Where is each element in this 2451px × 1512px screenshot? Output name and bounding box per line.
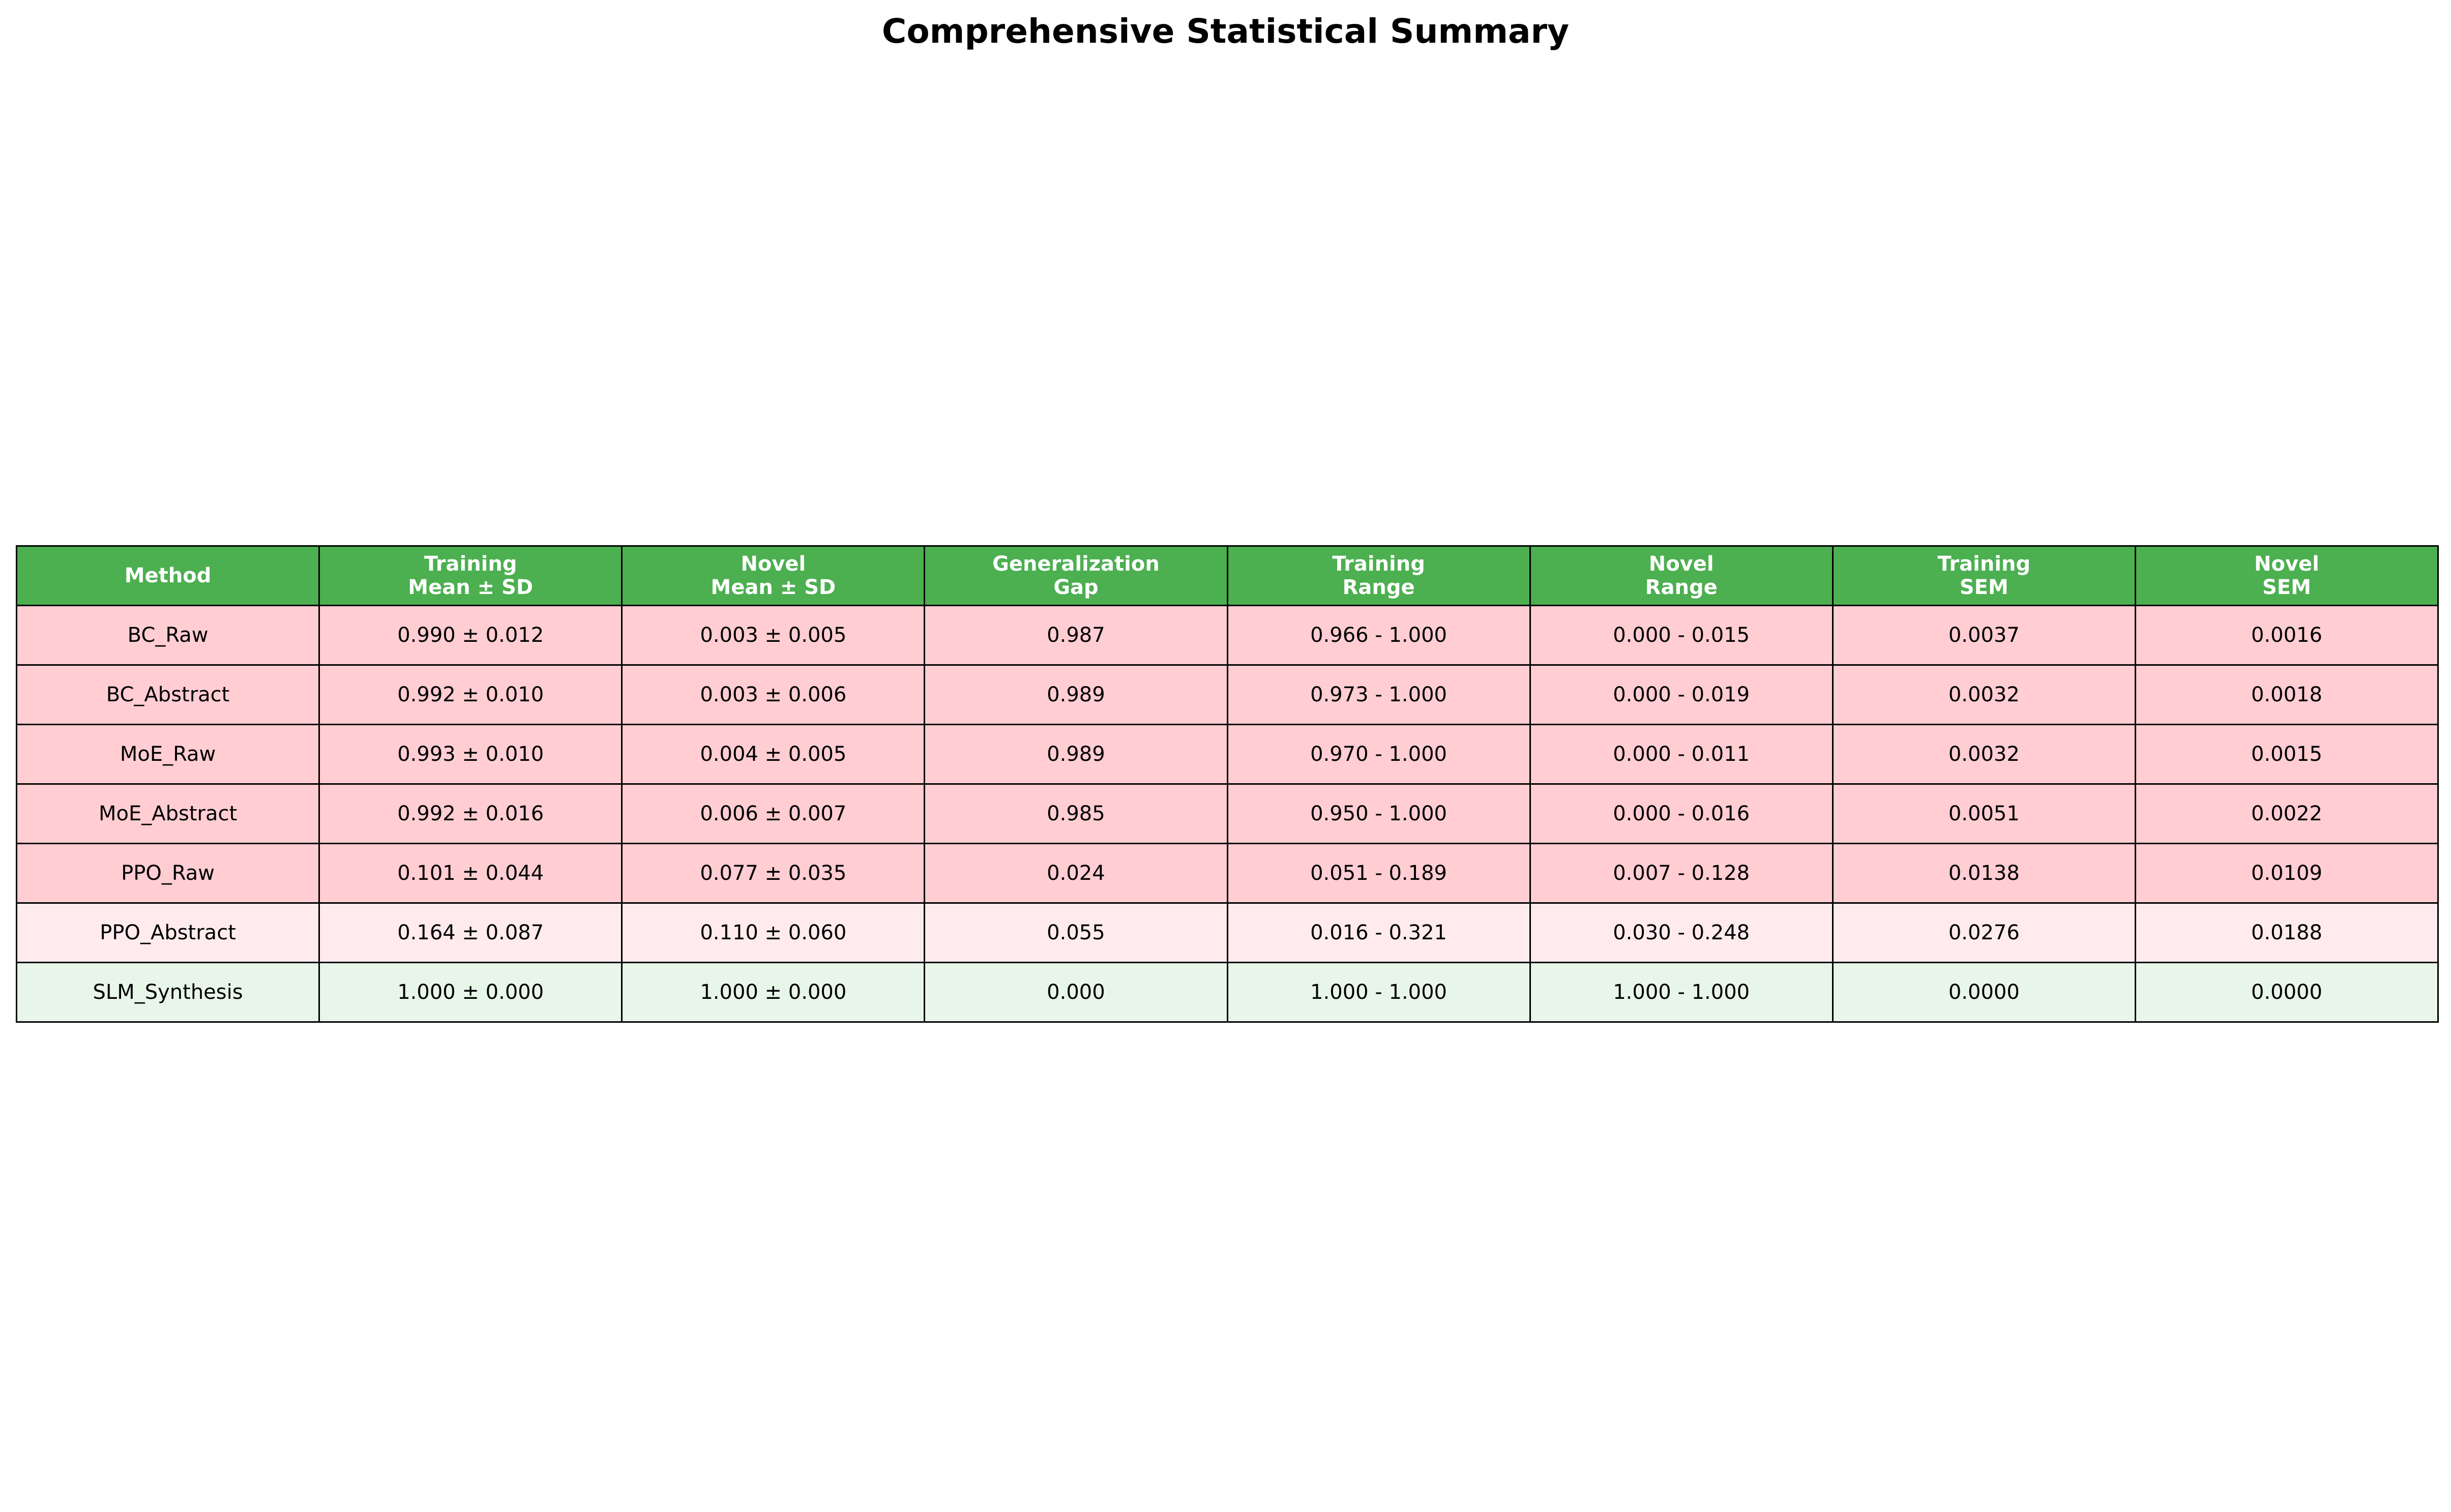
column-header-3: Generalization Gap: [924, 545, 1228, 606]
table-cell: 1.000 ± 0.000: [621, 962, 926, 1023]
method-cell: MoE_Abstract: [15, 783, 320, 844]
table-cell: 0.007 - 0.128: [1529, 843, 1834, 904]
table-cell: 0.030 - 0.248: [1529, 902, 1834, 963]
method-cell: BC_Abstract: [15, 664, 320, 725]
column-header-line: Novel: [741, 552, 806, 576]
table-cell: 0.0016: [2134, 605, 2439, 666]
method-cell: PPO_Raw: [15, 843, 320, 904]
table-cell: 0.987: [924, 605, 1228, 666]
table-cell: 0.992 ± 0.010: [318, 664, 623, 725]
table-cell: 0.000 - 0.015: [1529, 605, 1834, 666]
column-header-line: Gap: [1053, 576, 1099, 599]
table-cell: 0.003 ± 0.006: [621, 664, 926, 725]
table-body: BC_Raw 0.990 ± 0.012 0.003 ± 0.005 0.987 0.9…: [15, 605, 2439, 1023]
table-row: PPO_Raw 0.101 ± 0.044 0.077 ± 0.035 0.024 0.…: [15, 843, 2439, 904]
column-header-line: Mean ± SD: [711, 576, 836, 599]
table-cell: 0.0015: [2134, 724, 2439, 785]
table-cell: 0.024: [924, 843, 1228, 904]
column-header-line: Mean ± SD: [408, 576, 534, 599]
table-cell: 0.970 - 1.000: [1226, 724, 1531, 785]
table-cell: 0.990 ± 0.012: [318, 605, 623, 666]
column-header-7: Novel SEM: [2134, 545, 2439, 606]
column-header-line: Training: [1332, 552, 1425, 576]
column-header-line: SEM: [2262, 576, 2311, 599]
column-header-line: Novel: [2254, 552, 2319, 576]
table-cell: 0.016 - 0.321: [1226, 902, 1531, 963]
table-cell: 0.0000: [1832, 962, 2136, 1023]
column-header-line: Novel: [1648, 552, 1714, 576]
column-header-1: Training Mean ± SD: [318, 545, 623, 606]
statistical-summary-table: Method Training Mean ± SD Novel Mean ± SD Gen…: [15, 545, 2439, 1023]
column-header-5: Novel Range: [1529, 545, 1834, 606]
table-cell: 1.000 - 1.000: [1226, 962, 1531, 1023]
table-row: MoE_Abstract 0.992 ± 0.016 0.006 ± 0.007 0.…: [15, 783, 2439, 844]
column-header-6: Training SEM: [1832, 545, 2136, 606]
column-header-2: Novel Mean ± SD: [621, 545, 926, 606]
method-cell: BC_Raw: [15, 605, 320, 666]
table-cell: 0.992 ± 0.016: [318, 783, 623, 844]
table-header-row: Method Training Mean ± SD Novel Mean ± SD Gen…: [15, 545, 2439, 606]
method-cell: MoE_Raw: [15, 724, 320, 785]
table-cell: 0.000 - 0.011: [1529, 724, 1834, 785]
table-cell: 0.0032: [1832, 664, 2136, 725]
table-cell: 0.000 - 0.019: [1529, 664, 1834, 725]
table-cell: 0.006 ± 0.007: [621, 783, 926, 844]
column-header-line: Method: [124, 564, 212, 587]
table-row: BC_Raw 0.990 ± 0.012 0.003 ± 0.005 0.987 0.9…: [15, 605, 2439, 666]
table-cell: 0.110 ± 0.060: [621, 902, 926, 963]
column-header-0: Method: [15, 545, 320, 606]
table-cell: 0.0000: [2134, 962, 2439, 1023]
table-cell: 0.973 - 1.000: [1226, 664, 1531, 725]
table-cell: 0.004 ± 0.005: [621, 724, 926, 785]
column-header-line: Training: [1937, 552, 2031, 576]
method-cell: PPO_Abstract: [15, 902, 320, 963]
table-cell: 0.0138: [1832, 843, 2136, 904]
column-header-line: Range: [1342, 576, 1415, 599]
table-cell: 0.966 - 1.000: [1226, 605, 1531, 666]
table-row: MoE_Raw 0.993 ± 0.010 0.004 ± 0.005 0.989 0.…: [15, 724, 2439, 785]
table-cell: 0.0032: [1832, 724, 2136, 785]
table-cell: 0.055: [924, 902, 1228, 963]
table-cell: 0.950 - 1.000: [1226, 783, 1531, 844]
table-cell: 0.101 ± 0.044: [318, 843, 623, 904]
table-cell: 0.0037: [1832, 605, 2136, 666]
column-header-line: SEM: [1959, 576, 2009, 599]
table-row: BC_Abstract 0.992 ± 0.010 0.003 ± 0.006 0.9…: [15, 664, 2439, 725]
table-cell: 0.0018: [2134, 664, 2439, 725]
table-cell: 0.989: [924, 724, 1228, 785]
column-header-4: Training Range: [1226, 545, 1531, 606]
column-header-line: Training: [424, 552, 517, 576]
table-cell: 0.0022: [2134, 783, 2439, 844]
table-cell: 0.0188: [2134, 902, 2439, 963]
table-cell: 0.985: [924, 783, 1228, 844]
table-row: SLM_Synthesis 1.000 ± 0.000 1.000 ± 0.000 0…: [15, 962, 2439, 1023]
table-row: PPO_Abstract 0.164 ± 0.087 0.110 ± 0.060 0.…: [15, 902, 2439, 963]
table-cell: 0.000: [924, 962, 1228, 1023]
method-cell: SLM_Synthesis: [15, 962, 320, 1023]
table-cell: 0.0109: [2134, 843, 2439, 904]
table-cell: 0.051 - 0.189: [1226, 843, 1531, 904]
table-cell: 0.077 ± 0.035: [621, 843, 926, 904]
table-cell: 0.164 ± 0.087: [318, 902, 623, 963]
table-cell: 1.000 ± 0.000: [318, 962, 623, 1023]
table-cell: 0.989: [924, 664, 1228, 725]
table-cell: 0.000 - 0.016: [1529, 783, 1834, 844]
column-header-line: Generalization: [992, 552, 1160, 576]
column-header-line: Range: [1645, 576, 1718, 599]
table-cell: 0.0051: [1832, 783, 2136, 844]
table-cell: 0.0276: [1832, 902, 2136, 963]
table-cell: 1.000 - 1.000: [1529, 962, 1834, 1023]
table-cell: 0.993 ± 0.010: [318, 724, 623, 785]
chart-title: Comprehensive Statistical Summary: [881, 12, 1570, 51]
table-cell: 0.003 ± 0.005: [621, 605, 926, 666]
